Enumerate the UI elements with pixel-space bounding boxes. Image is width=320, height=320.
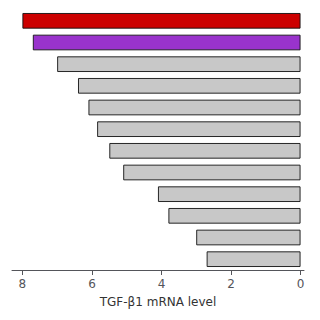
svg-text:TGF-β1 mRNA level: TGF-β1 mRNA level [99,295,217,309]
svg-text:0: 0 [297,277,305,291]
svg-text:6: 6 [88,277,96,291]
svg-text:2: 2 [227,277,235,291]
svg-text:8: 8 [19,277,27,291]
svg-text:4: 4 [158,277,166,291]
